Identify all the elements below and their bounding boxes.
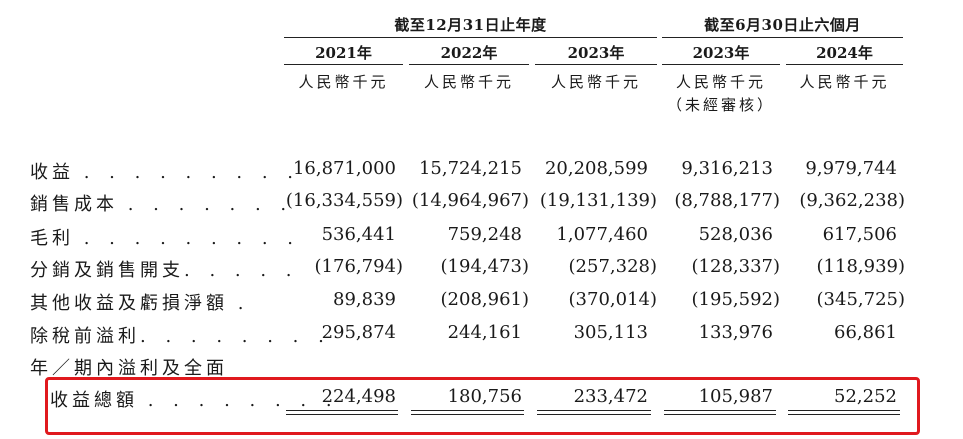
- cell-cost-2021: (16,334,559): [285, 190, 403, 211]
- row-label-other-gains-losses: 其他收益及虧損淨額 .: [30, 293, 251, 314]
- year-rule: [786, 64, 903, 65]
- cell-distribution-2023-6m: (128,337): [691, 256, 780, 277]
- row-label-distribution-expenses: 分銷及銷售開支. . . . .: [30, 260, 299, 281]
- row-label-total-line1: 年／期內溢利及全面: [30, 358, 228, 379]
- year-rule: [409, 64, 529, 65]
- row-label-cost-of-sales: 銷售成本 . . . . . . .: [30, 194, 294, 215]
- double-underline: [286, 410, 398, 415]
- cell-gross-2023: 1,077,460: [556, 224, 648, 245]
- cell-revenue-2022: 15,724,215: [418, 158, 522, 179]
- unit-label: 人民幣千元: [550, 73, 641, 91]
- cell-revenue-2021: 16,871,000: [292, 158, 396, 179]
- unit-label: 人民幣千元: [675, 73, 766, 91]
- cell-pbt-2022: 244,161: [447, 322, 522, 343]
- cell-revenue-2023-6m: 9,316,213: [681, 158, 773, 179]
- unit-label: 人民幣千元: [799, 73, 890, 91]
- double-underline: [788, 410, 900, 415]
- cell-pbt-2023-6m: 133,976: [698, 322, 773, 343]
- cell-gross-2023-6m: 528,036: [698, 224, 773, 245]
- cell-gross-2022: 759,248: [447, 224, 522, 245]
- unaudited-note: （未經審核）: [666, 96, 775, 114]
- cell-total-2023-6m: 105,987: [698, 386, 773, 407]
- row-label-revenue: 收益 . . . . . . . . .: [30, 162, 301, 183]
- cell-revenue-2023: 20,208,599: [544, 158, 648, 179]
- cell-revenue-2024-6m: 9,979,744: [805, 158, 897, 179]
- header-six-month-rule: [662, 37, 903, 38]
- cell-total-2024-6m: 52,252: [834, 386, 897, 407]
- cell-total-2022: 180,756: [447, 386, 522, 407]
- cell-other-2021: 89,839: [333, 289, 396, 310]
- cell-total-2021: 224,498: [321, 386, 396, 407]
- year-header-2021: 2021年: [315, 44, 372, 62]
- cell-other-2022: (208,961): [440, 289, 529, 310]
- row-label-gross-profit: 毛利 . . . . . . . . .: [30, 228, 301, 249]
- cell-other-2023: (370,014): [568, 289, 657, 310]
- cell-gross-2024-6m: 617,506: [822, 224, 897, 245]
- header-fiscal-year-group: 截至12月31日止年度: [394, 16, 547, 34]
- cell-distribution-2021: (176,794): [314, 256, 403, 277]
- cell-other-2023-6m: (195,592): [691, 289, 780, 310]
- row-label-total-comprehensive-income: 收益總額 . . . . . . . .: [50, 390, 339, 411]
- row-label-profit-before-tax: 除稅前溢利. . . . . . . .: [30, 326, 331, 347]
- cell-cost-2023-6m: (8,788,177): [674, 190, 780, 211]
- header-six-month-group: 截至6月30日止六個月: [704, 16, 861, 34]
- year-rule: [535, 64, 657, 65]
- unit-label: 人民幣千元: [298, 73, 389, 91]
- cell-cost-2023: (19,131,139): [539, 190, 657, 211]
- year-header-2022: 2022年: [440, 44, 498, 62]
- year-rule: [662, 64, 780, 65]
- cell-pbt-2023: 305,113: [573, 322, 648, 343]
- year-rule: [284, 64, 403, 65]
- double-underline: [537, 410, 651, 415]
- cell-distribution-2023: (257,328): [568, 256, 657, 277]
- cell-total-2023: 233,472: [573, 386, 648, 407]
- cell-gross-2021: 536,441: [321, 224, 396, 245]
- cell-distribution-2024-6m: (118,939): [816, 256, 905, 277]
- cell-cost-2024-6m: (9,362,238): [799, 190, 905, 211]
- cell-distribution-2022: (194,473): [440, 256, 529, 277]
- year-header-2023: 2023年: [567, 44, 625, 62]
- year-header-2023-6m: 2023年: [692, 44, 750, 62]
- cell-cost-2022: (14,964,967): [411, 190, 529, 211]
- double-underline: [411, 410, 524, 415]
- cell-pbt-2024-6m: 66,861: [834, 322, 897, 343]
- cell-other-2024-6m: (345,725): [816, 289, 905, 310]
- highlight-box: [45, 377, 920, 435]
- year-header-2024-6m: 2024年: [816, 44, 873, 62]
- cell-pbt-2021: 295,874: [321, 322, 396, 343]
- header-fiscal-year-rule: [284, 37, 657, 38]
- double-underline: [664, 410, 776, 415]
- unit-label: 人民幣千元: [423, 73, 514, 91]
